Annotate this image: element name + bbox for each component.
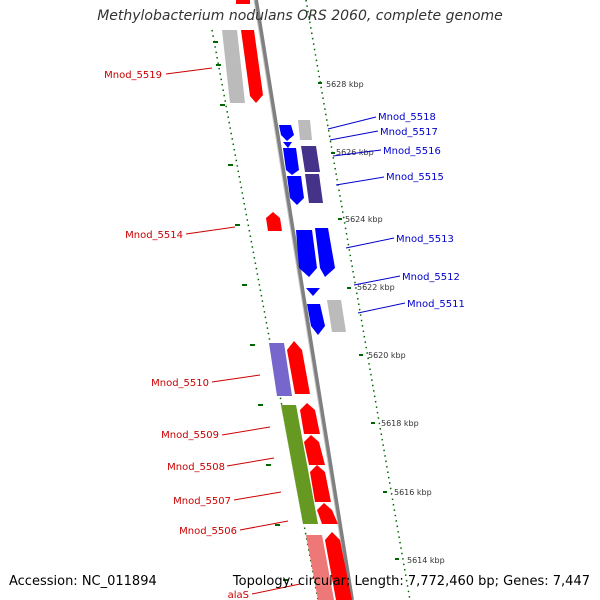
gene-label: alaS bbox=[228, 590, 249, 600]
gene-mnod-5514[interactable] bbox=[266, 212, 282, 231]
tick-label: 5616 kbp bbox=[394, 488, 432, 497]
tick-label: 5626 kbp bbox=[336, 148, 374, 157]
gene-mnod-5513[interactable] bbox=[296, 230, 317, 277]
leader-line bbox=[357, 302, 406, 314]
leader-line bbox=[353, 275, 401, 286]
gene-mnod-5516-purple[interactable] bbox=[301, 146, 320, 172]
tick-label: 5620 kbp bbox=[368, 351, 406, 360]
gene-mnod-5510-purple[interactable] bbox=[269, 343, 292, 396]
gene-label: Mnod_5508 bbox=[167, 462, 225, 473]
tick-label: 5622 kbp bbox=[357, 283, 395, 292]
gene-label: Mnod_5516 bbox=[383, 146, 441, 157]
tick-label: 5624 kbp bbox=[345, 215, 383, 224]
gene-mnod-5506[interactable] bbox=[317, 503, 338, 524]
reverse-leaders bbox=[327, 116, 406, 314]
leader-line bbox=[221, 426, 271, 436]
genome-backbone bbox=[254, 0, 354, 600]
gene-label: Mnod_5519 bbox=[104, 70, 162, 81]
gene-mnod-5511-grey[interactable] bbox=[327, 300, 346, 332]
leader-line bbox=[345, 237, 395, 249]
gene-label: Mnod_5506 bbox=[179, 526, 237, 537]
leader-line bbox=[226, 457, 275, 467]
leader-line bbox=[211, 374, 261, 383]
tick-label: 5628 kbp bbox=[326, 80, 364, 89]
gene-mnod-5516[interactable] bbox=[283, 148, 299, 175]
gene-label: Mnod_5515 bbox=[386, 172, 444, 183]
leader-line bbox=[332, 149, 382, 157]
map-title: Methylobacterium nodulans ORS 2060, comp… bbox=[97, 8, 503, 24]
leader-line bbox=[251, 583, 301, 595]
gene-label: Mnod_5513 bbox=[396, 234, 454, 245]
gene-green-block[interactable] bbox=[281, 405, 318, 524]
gene-mnod-5513-b[interactable] bbox=[315, 228, 335, 277]
gene-label: Mnod_5510 bbox=[151, 378, 209, 389]
gene-label: Mnod_5517 bbox=[380, 127, 438, 138]
gene-mnod-5515-purple[interactable] bbox=[305, 174, 323, 203]
gene-mnod-5510[interactable] bbox=[287, 341, 310, 394]
accession-text: Accession: NC_011894 bbox=[9, 574, 157, 589]
leader-line bbox=[233, 491, 282, 501]
gene-alas[interactable] bbox=[325, 532, 352, 600]
leader-line bbox=[329, 130, 379, 141]
gene-mnod-5509[interactable] bbox=[300, 403, 320, 434]
gene-mnod-5511[interactable] bbox=[307, 304, 325, 335]
leader-line bbox=[335, 176, 385, 186]
gene-partial-top[interactable] bbox=[236, 0, 250, 4]
ring-edges bbox=[211, 0, 411, 600]
leader-line bbox=[327, 116, 377, 130]
gene-mnod-5518-grey[interactable] bbox=[298, 120, 312, 140]
outer-ring-edge bbox=[305, 0, 411, 600]
gene-label: Mnod_5507 bbox=[173, 496, 231, 507]
gene-label: Mnod_5509 bbox=[161, 430, 219, 441]
gene-alas-pink[interactable] bbox=[306, 535, 334, 600]
forward-leaders bbox=[165, 67, 301, 595]
genome-backbone-highlight bbox=[253, 0, 351, 600]
gene-mnod-5518[interactable] bbox=[279, 125, 294, 141]
gene-label: Mnod_5518 bbox=[378, 112, 436, 123]
gene-mnod-5519[interactable] bbox=[241, 30, 263, 103]
gene-mnod-5508[interactable] bbox=[304, 435, 325, 465]
tick-label: 5618 kbp bbox=[381, 419, 419, 428]
tick-marks bbox=[213, 41, 399, 581]
gene-mnod-5515[interactable] bbox=[287, 176, 304, 205]
leader-line bbox=[185, 226, 236, 235]
genome-summary: Topology: circular; Length: 7,772,460 bp… bbox=[232, 574, 590, 589]
gene-label: Mnod_5514 bbox=[125, 230, 183, 241]
gene-mnod-5519-grey[interactable] bbox=[222, 30, 245, 103]
tick-label: 5614 kbp bbox=[407, 556, 445, 565]
gene-label: Mnod_5512 bbox=[402, 272, 460, 283]
gene-mnod-5517[interactable] bbox=[283, 142, 292, 148]
gene-mnod-5512[interactable] bbox=[306, 288, 320, 296]
gene-mnod-5507[interactable] bbox=[310, 465, 331, 502]
gene-label: Mnod_5511 bbox=[407, 299, 465, 310]
leader-line bbox=[165, 67, 213, 75]
leader-line bbox=[239, 520, 289, 531]
